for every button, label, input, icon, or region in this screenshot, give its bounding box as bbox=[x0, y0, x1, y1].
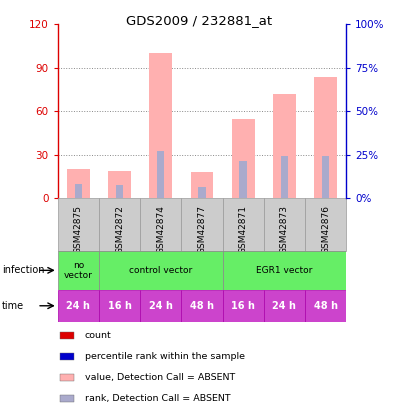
Text: GSM42871: GSM42871 bbox=[239, 205, 248, 254]
Bar bbox=[99, 198, 140, 251]
Bar bbox=[305, 290, 346, 322]
Bar bbox=[314, 77, 337, 198]
Bar bbox=[60, 395, 74, 402]
Text: 48 h: 48 h bbox=[190, 301, 214, 311]
Text: 24 h: 24 h bbox=[273, 301, 297, 311]
Text: 16 h: 16 h bbox=[107, 301, 131, 311]
Bar bbox=[222, 290, 264, 322]
Text: control vector: control vector bbox=[129, 266, 192, 275]
Bar bbox=[60, 353, 74, 360]
Bar bbox=[222, 251, 346, 290]
Bar bbox=[305, 198, 346, 251]
Bar bbox=[198, 187, 206, 198]
Bar bbox=[116, 185, 123, 198]
Text: count: count bbox=[84, 331, 111, 340]
Bar bbox=[58, 290, 99, 322]
Bar bbox=[273, 94, 296, 198]
Bar bbox=[191, 173, 213, 198]
Bar bbox=[108, 171, 131, 198]
Text: value, Detection Call = ABSENT: value, Detection Call = ABSENT bbox=[84, 373, 235, 382]
Bar bbox=[264, 290, 305, 322]
Text: GDS2009 / 232881_at: GDS2009 / 232881_at bbox=[126, 14, 272, 27]
Bar bbox=[74, 184, 82, 198]
Text: no
vector: no vector bbox=[64, 261, 93, 280]
Bar bbox=[181, 290, 222, 322]
Bar bbox=[222, 198, 264, 251]
Text: 48 h: 48 h bbox=[314, 301, 338, 311]
Text: percentile rank within the sample: percentile rank within the sample bbox=[84, 352, 245, 361]
Text: 16 h: 16 h bbox=[231, 301, 255, 311]
Text: GSM42872: GSM42872 bbox=[115, 205, 124, 254]
Bar bbox=[58, 198, 99, 251]
Text: GSM42877: GSM42877 bbox=[197, 205, 207, 254]
Bar bbox=[67, 169, 90, 198]
Bar bbox=[60, 332, 74, 339]
Text: GSM42874: GSM42874 bbox=[156, 205, 165, 254]
Bar bbox=[99, 290, 140, 322]
Text: GSM42875: GSM42875 bbox=[74, 205, 83, 254]
Bar bbox=[232, 119, 255, 198]
Bar bbox=[322, 156, 330, 198]
Text: GSM42873: GSM42873 bbox=[280, 205, 289, 254]
Text: 24 h: 24 h bbox=[149, 301, 173, 311]
Bar bbox=[264, 198, 305, 251]
Bar bbox=[281, 156, 288, 198]
Text: EGR1 vector: EGR1 vector bbox=[256, 266, 312, 275]
Text: time: time bbox=[2, 301, 24, 311]
Bar bbox=[157, 151, 164, 198]
Bar bbox=[149, 53, 172, 198]
Bar bbox=[140, 198, 181, 251]
Bar bbox=[60, 374, 74, 381]
Text: GSM42876: GSM42876 bbox=[321, 205, 330, 254]
Text: rank, Detection Call = ABSENT: rank, Detection Call = ABSENT bbox=[84, 394, 230, 403]
Text: infection: infection bbox=[2, 265, 45, 275]
Text: 24 h: 24 h bbox=[66, 301, 90, 311]
Bar bbox=[99, 251, 222, 290]
Bar bbox=[58, 251, 99, 290]
Bar bbox=[240, 161, 247, 198]
Bar bbox=[181, 198, 222, 251]
Bar bbox=[140, 290, 181, 322]
